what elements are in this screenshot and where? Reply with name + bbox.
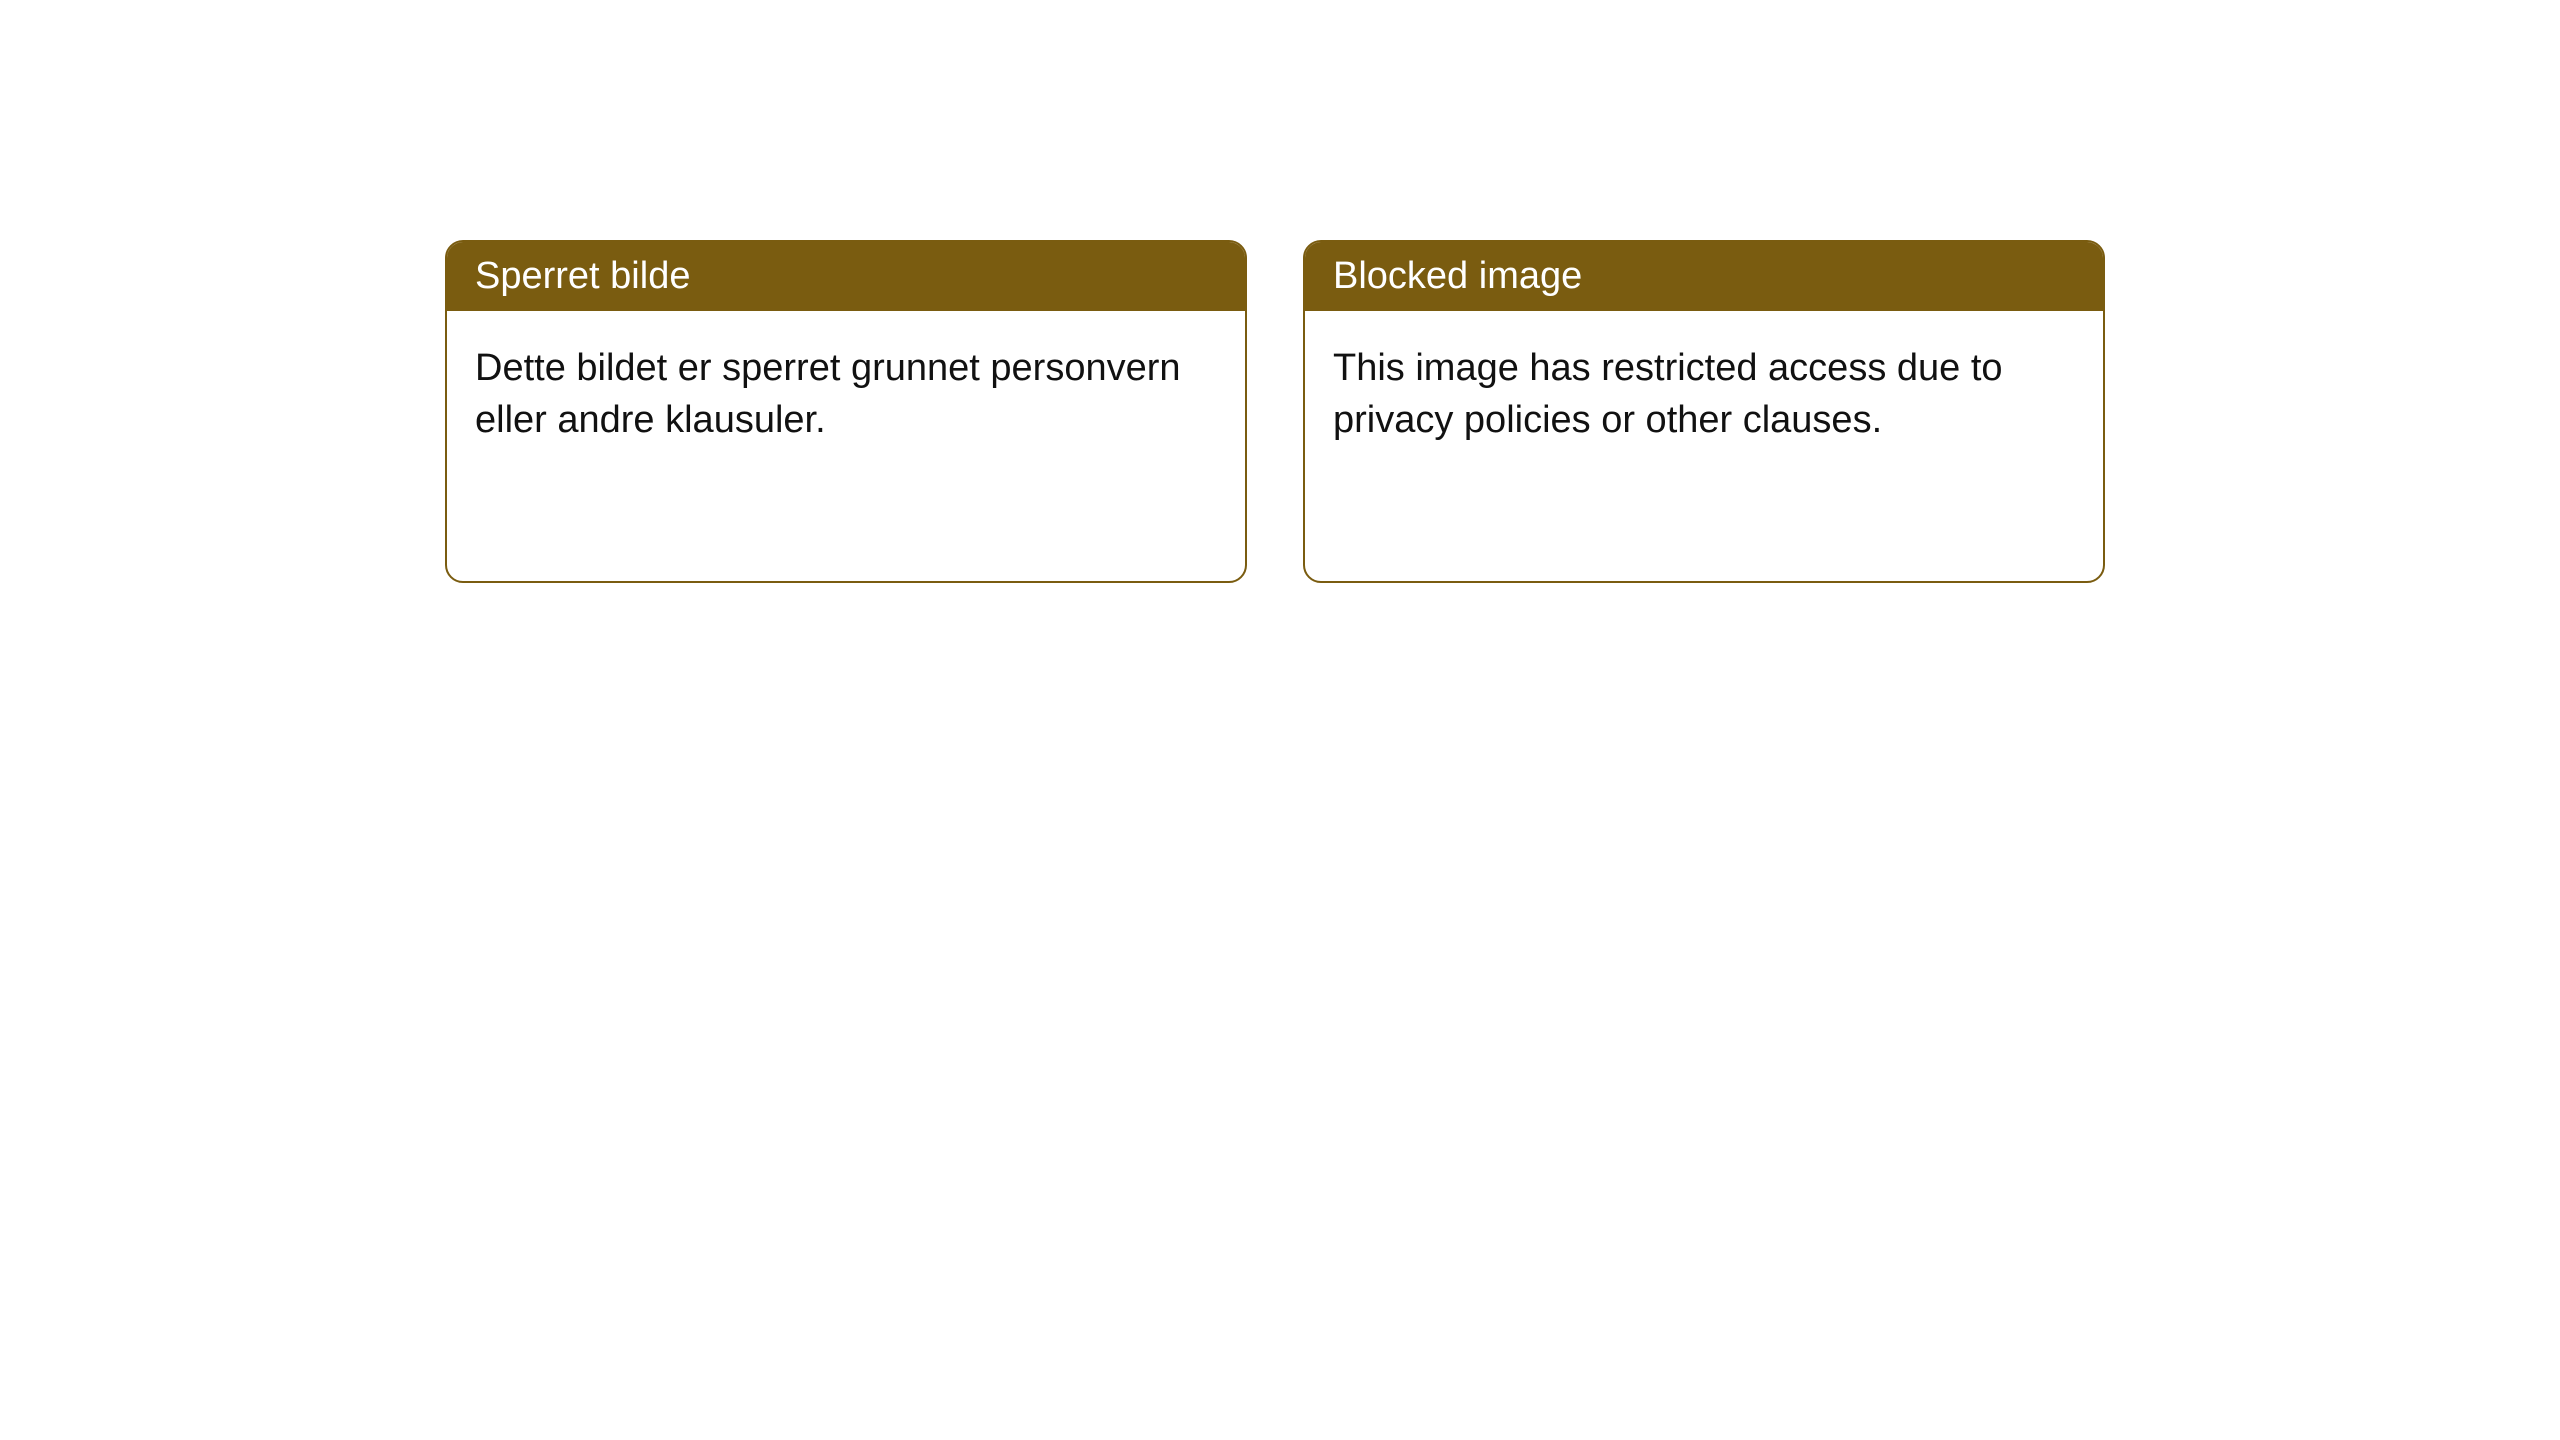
notice-card-body: Dette bildet er sperret grunnet personve… xyxy=(447,311,1245,581)
notice-card-norwegian: Sperret bilde Dette bildet er sperret gr… xyxy=(445,240,1247,583)
notice-card-title: Blocked image xyxy=(1305,242,2103,311)
notice-card-title: Sperret bilde xyxy=(447,242,1245,311)
notice-card-body: This image has restricted access due to … xyxy=(1305,311,2103,581)
notice-container: Sperret bilde Dette bildet er sperret gr… xyxy=(0,0,2560,583)
notice-card-english: Blocked image This image has restricted … xyxy=(1303,240,2105,583)
